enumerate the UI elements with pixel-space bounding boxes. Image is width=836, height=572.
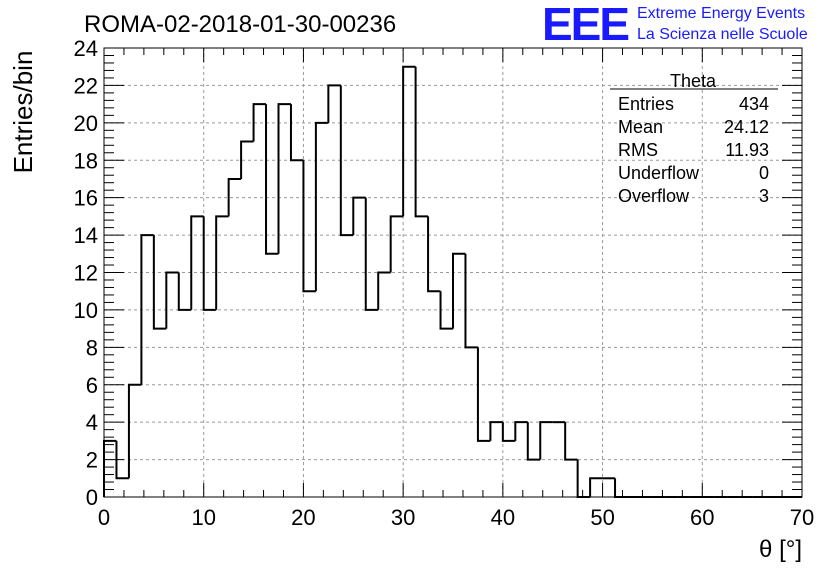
stats-value: 434 (739, 94, 769, 114)
stats-label: RMS (618, 140, 658, 160)
y-tick-label: 6 (86, 373, 98, 398)
x-tick-label: 50 (590, 505, 614, 530)
axis-ticks (103, 47, 803, 498)
histogram-bin (215, 215, 229, 310)
y-tick-label: 2 (86, 448, 98, 473)
stats-label: Mean (618, 117, 663, 137)
y-tick-label: 18 (74, 148, 98, 173)
y-tick-label: 20 (74, 111, 98, 136)
histogram-bin (564, 422, 578, 461)
histogram-bin (501, 422, 516, 442)
histogram-bin (489, 421, 503, 441)
eee-logo-mark: EEE (542, 0, 628, 50)
histogram-bin (526, 422, 541, 461)
stats-label: Overflow (618, 186, 690, 206)
x-tick-label: 70 (790, 505, 814, 530)
y-tick-label: 16 (74, 186, 98, 211)
histogram-bin (339, 85, 354, 237)
histogram-bin (202, 216, 217, 311)
histogram-bin (327, 84, 341, 123)
y-tick-label: 12 (74, 261, 98, 286)
stats-box: Theta Entries 434 Mean 24.12 RMS 11.93 Underfl… (610, 71, 778, 206)
histogram-bin (252, 103, 267, 142)
y-axis-label: Entries/bin (8, 51, 38, 174)
histogram-bin (414, 66, 429, 218)
histogram-bin (402, 65, 416, 217)
histogram-bin (165, 271, 179, 329)
y-tick-label: 4 (86, 410, 98, 435)
y-tick-label: 10 (74, 298, 98, 323)
stats-label: Underflow (618, 163, 700, 183)
x-tick-label: 60 (690, 505, 714, 530)
histogram-bin (389, 215, 404, 273)
y-tick-label: 0 (86, 485, 98, 510)
stats-value: 3 (759, 186, 769, 206)
histogram-bin (364, 197, 379, 311)
histogram-bin (314, 121, 329, 292)
y-tick-label: 14 (74, 223, 98, 248)
histogram-bin (127, 383, 142, 479)
x-tick-label: 10 (191, 505, 215, 530)
histogram-bin (614, 478, 628, 498)
histogram-bin (265, 104, 279, 255)
y-tick-label: 24 (74, 36, 98, 61)
histogram-bin (277, 103, 291, 254)
stats-value: 24.12 (724, 117, 769, 137)
histogram-bin (514, 421, 528, 441)
histogram-bin (177, 272, 192, 311)
histogram-bin (476, 347, 491, 442)
histogram-bin (427, 216, 441, 293)
histogram-bin (190, 215, 204, 310)
stats-value: 11.93 (725, 140, 769, 160)
histogram-bin (103, 439, 117, 497)
x-tick-label: 0 (98, 505, 110, 530)
logo-line-1: Extreme Energy Events (637, 5, 805, 22)
histogram-bin (227, 177, 242, 217)
stats-title: Theta (670, 71, 717, 91)
histogram-bin (152, 235, 167, 330)
y-tick-label: 22 (74, 73, 98, 98)
logo-line-2: La Scienza nelle Scuole (637, 26, 808, 43)
x-tick-label: 40 (491, 505, 515, 530)
stats-label: Entries (618, 94, 674, 114)
histogram-bin (302, 160, 316, 293)
histogram-bin (115, 440, 129, 480)
histogram-bin (464, 253, 478, 349)
histogram-bin (352, 196, 366, 236)
x-tick-label: 20 (291, 505, 315, 530)
x-tick-label: 30 (391, 505, 415, 530)
histogram-bin (377, 271, 391, 310)
histogram-bin (589, 477, 603, 497)
histogram-bin (240, 140, 254, 179)
chart-title: ROMA-02-2018-01-30-00236 (84, 11, 396, 38)
histogram-bin (576, 459, 591, 498)
histogram-bin (439, 291, 453, 330)
y-tick-label: 8 (86, 335, 98, 360)
histogram-bin (539, 421, 553, 460)
histogram-bins (103, 65, 802, 498)
stats-value: 0 (759, 163, 769, 183)
histogram-bin (140, 234, 154, 385)
x-axis-label: θ [°] (759, 536, 802, 563)
histogram-bin (289, 104, 304, 162)
histogram-bin (452, 252, 466, 329)
